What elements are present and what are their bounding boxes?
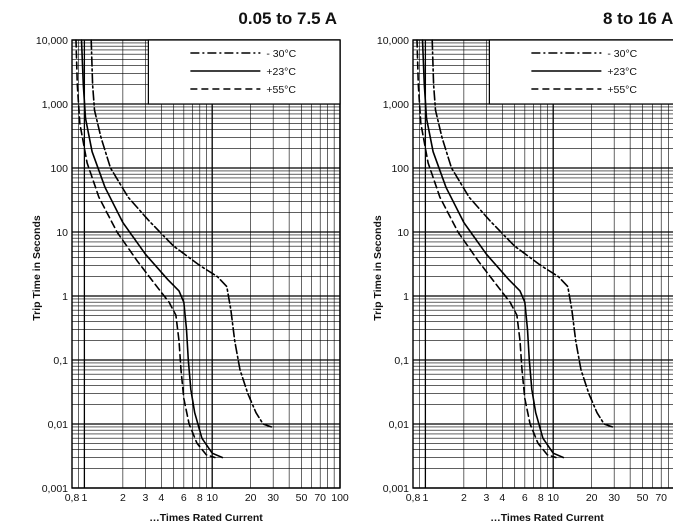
y-axis-label: Trip Time in Seconds: [31, 215, 43, 321]
x-tick-label: 100: [331, 492, 349, 504]
x-tick-label: 8: [197, 492, 203, 504]
y-tick-label: 1: [403, 291, 409, 303]
x-tick-label: 2: [461, 492, 467, 504]
x-tick-label: 8: [538, 492, 544, 504]
y-tick-label: 0,1: [394, 355, 409, 367]
legend-label: - 30°C: [266, 48, 296, 60]
x-tick-label: 10: [206, 492, 218, 504]
y-tick-label: 0,001: [42, 483, 68, 495]
y-tick-label: 1,000: [42, 99, 68, 111]
legend-label: - 30°C: [607, 48, 637, 60]
chart-panel-0-05-to-7-5a: 0.05 to 7.5 A Trip Time in Seconds …Time…: [31, 9, 349, 524]
legend-label: +55°C: [607, 84, 637, 96]
y-tick-label: 0,01: [389, 419, 410, 431]
x-tick-label: 70: [314, 492, 326, 504]
series-line-30c: [431, 39, 614, 428]
x-tick-label: 2: [120, 492, 126, 504]
x-tick-label: 20: [245, 492, 257, 504]
y-tick-label: 10,000: [377, 35, 409, 47]
y-tick-label: 100: [50, 163, 68, 175]
legend-label: +55°C: [266, 84, 296, 96]
y-tick-label: 100: [391, 163, 409, 175]
y-tick-label: 1: [62, 291, 68, 303]
y-tick-label: 10,000: [36, 35, 68, 47]
x-tick-label: 30: [608, 492, 620, 504]
tick-labels: 0,8 1 2 3 4 6 8 10 20 30 50 700,0010,010,11101001,0…: [377, 35, 667, 504]
x-tick-label: 4: [158, 492, 164, 504]
chart-title: 0.05 to 7.5 A: [238, 9, 337, 28]
x-tick-label: 4: [499, 492, 505, 504]
legend: - 30°C +23°C +55°C: [147, 39, 341, 105]
chart-title: 8 to 16 A: [603, 9, 673, 28]
y-tick-label: 0,1: [53, 355, 68, 367]
chart-panel-8-to-16a: 8 to 16 A Trip Time in Seconds …Times Ra…: [372, 9, 673, 524]
legend-box: [147, 39, 341, 105]
tick-labels: 0,8 1 2 3 4 6 8 10 20 30 50 70 1000,0010,010,1110100…: [36, 35, 349, 504]
x-tick-label: 50: [637, 492, 649, 504]
grid-lines: [412, 39, 673, 489]
legend-label: +23°C: [607, 66, 637, 78]
x-tick-label: 1: [81, 492, 87, 504]
y-axis-label: Trip Time in Seconds: [372, 215, 384, 321]
x-tick-label: 50: [296, 492, 308, 504]
x-tick-label: 6: [181, 492, 187, 504]
x-tick-label: 0,8: [65, 492, 80, 504]
grid-lines: [71, 39, 341, 489]
x-tick-label: 6: [522, 492, 528, 504]
x-tick-label: 3: [142, 492, 148, 504]
x-tick-label: 1: [422, 492, 428, 504]
x-axis-label: …Times Rated Current: [149, 512, 263, 524]
y-tick-label: 0,01: [48, 419, 69, 431]
x-tick-label: 0,8: [406, 492, 421, 504]
y-tick-label: 10: [56, 227, 68, 239]
x-tick-label: 20: [586, 492, 598, 504]
x-tick-label: 70: [655, 492, 667, 504]
series-line-55c: [416, 39, 557, 459]
series-line-55c: [75, 39, 216, 459]
legend: - 30°C +23°C +55°C: [488, 39, 673, 105]
x-tick-label: 10: [547, 492, 559, 504]
y-tick-label: 10: [397, 227, 409, 239]
y-tick-label: 0,001: [383, 483, 409, 495]
series-line-30c: [90, 39, 273, 428]
x-tick-label: 3: [483, 492, 489, 504]
series-line-23c: [80, 39, 224, 459]
legend-box: [488, 39, 673, 105]
legend-label: +23°C: [266, 66, 296, 78]
x-axis-label: …Times Rated Current: [490, 512, 604, 524]
series-line-23c: [421, 39, 565, 459]
x-tick-label: 30: [267, 492, 279, 504]
y-tick-label: 1,000: [383, 99, 409, 111]
